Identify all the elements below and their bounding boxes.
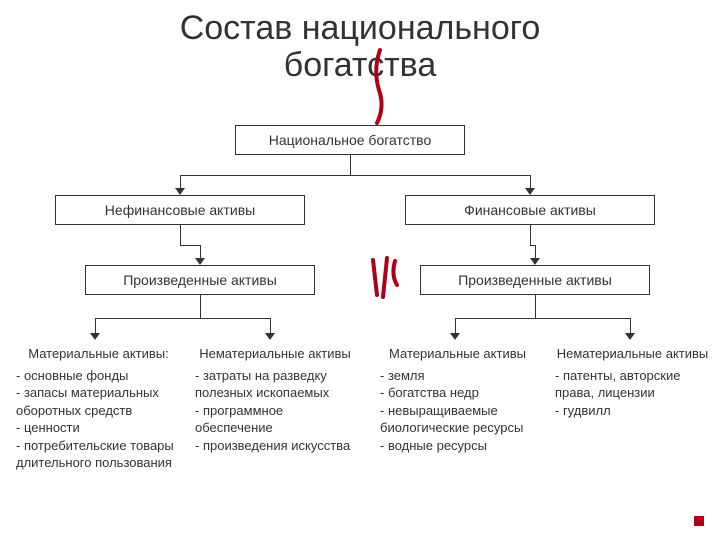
leaf2-item2: - произведения искусства bbox=[195, 437, 355, 455]
connector-line bbox=[180, 175, 181, 189]
node-nonfinancial: Нефинансовые активы bbox=[55, 195, 305, 225]
slide-bullet-icon bbox=[694, 516, 704, 526]
leaf-intangible-assets-right: Нематериальные активы - патенты, авторск… bbox=[555, 345, 710, 419]
leaf4-head: Нематериальные активы bbox=[555, 345, 710, 363]
leaf3-item2: - невыращиваемые биологические ресурсы bbox=[380, 402, 535, 437]
leaf1-item0: - основные фонды bbox=[16, 367, 181, 385]
connector-line bbox=[530, 175, 531, 189]
leaf4-item0: - патенты, авторские права, лицензии bbox=[555, 367, 710, 402]
connector-line bbox=[95, 318, 96, 334]
arrow-icon bbox=[450, 333, 460, 340]
connector-line bbox=[200, 295, 201, 318]
node-financial: Финансовые активы bbox=[405, 195, 655, 225]
leaf1-item3: - потребительские товары длительного пол… bbox=[16, 437, 181, 472]
leaf4-item1: - гудвилл bbox=[555, 402, 710, 420]
node-nonfinancial-label: Нефинансовые активы bbox=[105, 202, 255, 218]
node-root: Национальное богатство bbox=[235, 125, 465, 155]
arrow-icon bbox=[195, 258, 205, 265]
arrow-icon bbox=[530, 258, 540, 265]
connector-line bbox=[180, 175, 531, 176]
connector-line bbox=[95, 318, 271, 319]
node-root-label: Национальное богатство bbox=[269, 132, 432, 148]
leaf1-head: Материальные активы: bbox=[16, 345, 181, 363]
connector-line bbox=[270, 318, 271, 334]
connector-line bbox=[455, 318, 631, 319]
leaf1-item2: - ценности bbox=[16, 419, 181, 437]
arrow-icon bbox=[525, 188, 535, 195]
title-line1: Состав национального bbox=[180, 9, 541, 47]
node-produced-left: Произведенные активы bbox=[85, 265, 315, 295]
connector-line bbox=[180, 225, 181, 245]
connector-line bbox=[535, 295, 536, 318]
leaf-intangible-assets-left: Нематериальные активы - затраты на разве… bbox=[195, 345, 355, 454]
connector-line bbox=[455, 318, 456, 334]
leaf1-item1: - запасы материальных оборотных средств bbox=[16, 384, 181, 419]
leaf3-item0: - земля bbox=[380, 367, 535, 385]
arrow-icon bbox=[175, 188, 185, 195]
connector-line bbox=[180, 245, 201, 246]
leaf2-head: Нематериальные активы bbox=[195, 345, 355, 363]
leaf-material-assets-right: Материальные активы - земля - богатства … bbox=[380, 345, 535, 454]
connector-line bbox=[350, 155, 351, 175]
arrow-icon bbox=[265, 333, 275, 340]
connector-line bbox=[200, 245, 201, 259]
leaf2-item1: - программное обеспечение bbox=[195, 402, 355, 437]
node-financial-label: Финансовые активы bbox=[464, 202, 596, 218]
scribble-stroke-2 bbox=[365, 255, 410, 300]
arrow-icon bbox=[90, 333, 100, 340]
connector-line bbox=[535, 245, 536, 259]
leaf3-item1: - богатства недр bbox=[380, 384, 535, 402]
title-line2: богатства bbox=[284, 46, 437, 84]
leaf-material-assets: Материальные активы: - основные фонды - … bbox=[16, 345, 181, 472]
connector-line bbox=[530, 225, 531, 245]
leaf3-item3: - водные ресурсы bbox=[380, 437, 535, 455]
node-produced-right-label: Произведенные активы bbox=[458, 272, 612, 288]
node-produced-right: Произведенные активы bbox=[420, 265, 650, 295]
leaf3-head: Материальные активы bbox=[380, 345, 535, 363]
node-produced-left-label: Произведенные активы bbox=[123, 272, 277, 288]
connector-line bbox=[630, 318, 631, 334]
arrow-icon bbox=[625, 333, 635, 340]
leaf2-item0: - затраты на разведку полезных ископаемы… bbox=[195, 367, 355, 402]
page-title: Состав национального богатства bbox=[0, 0, 720, 85]
